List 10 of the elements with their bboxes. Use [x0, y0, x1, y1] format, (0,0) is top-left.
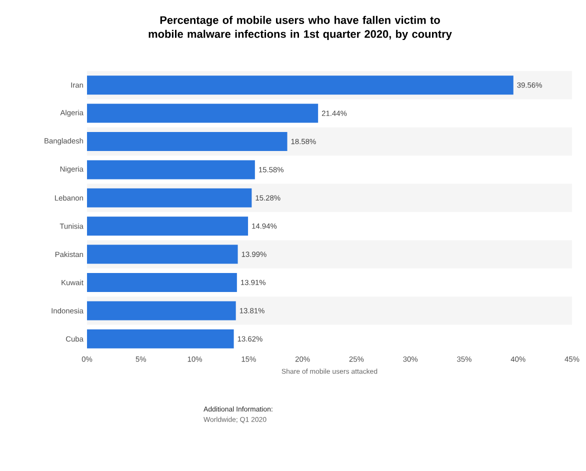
- bar: [87, 188, 252, 208]
- bar: [87, 244, 238, 264]
- bar: [87, 329, 234, 348]
- bar: [87, 104, 318, 123]
- bar: [87, 301, 236, 320]
- bar: [87, 272, 237, 292]
- chart-title: Percentage of mobile users who have fallen victim to mobile malware infections in 1st quarter 2020, by country: [148, 16, 452, 40]
- bar: [87, 216, 248, 236]
- bar: [87, 160, 255, 180]
- bar: [87, 132, 288, 151]
